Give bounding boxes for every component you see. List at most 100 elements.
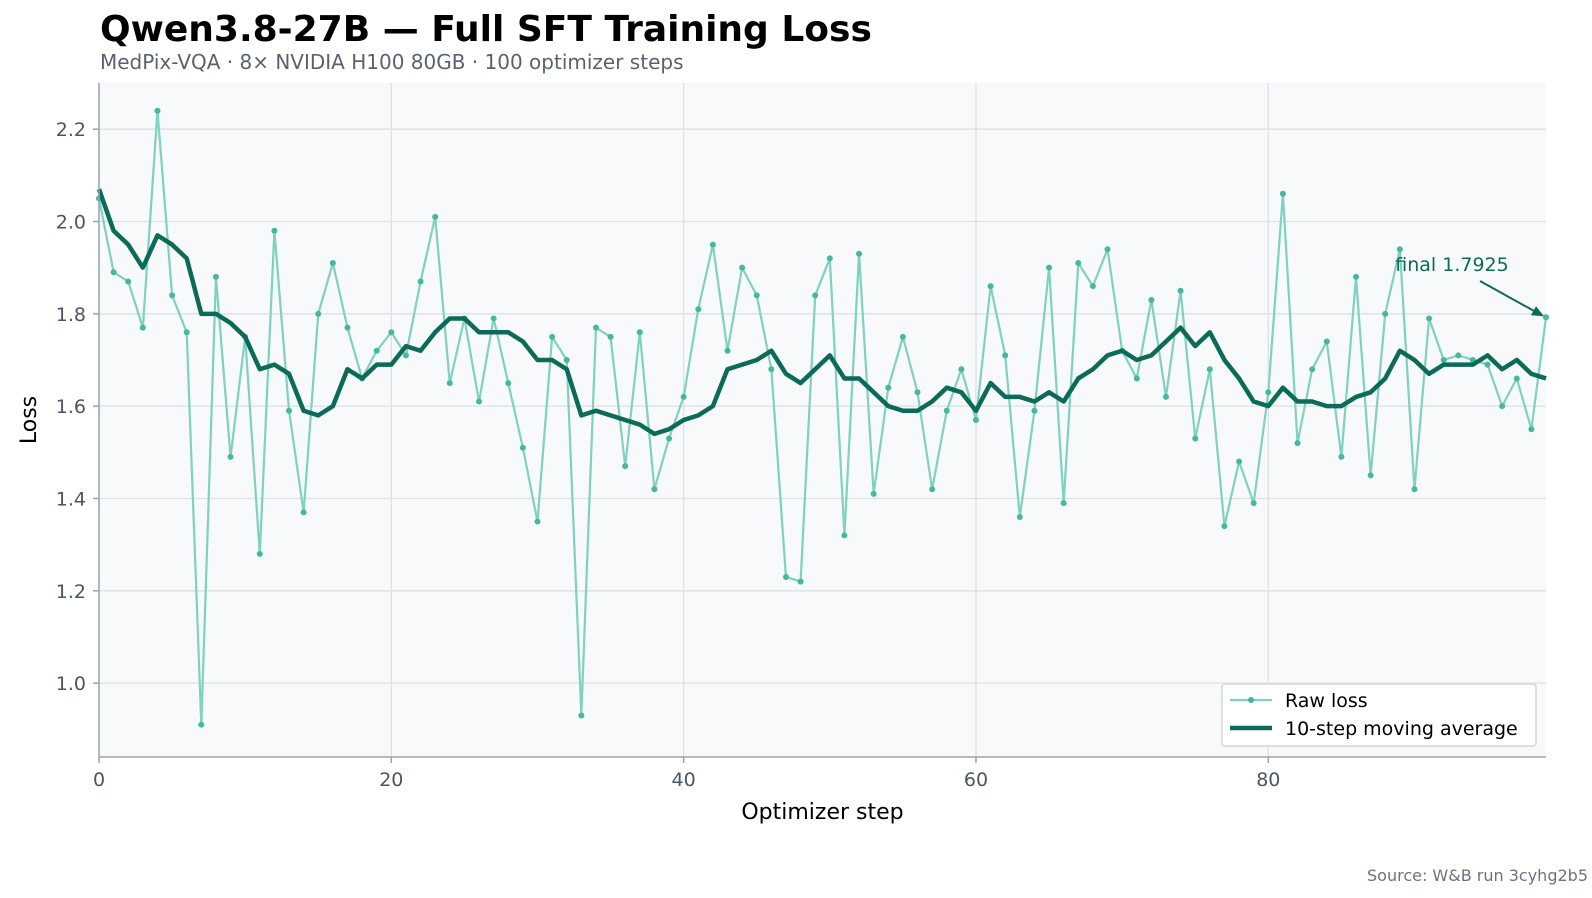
final-annotation: final 1.7925 [1395, 254, 1544, 317]
legend-raw-label: Raw loss [1285, 690, 1368, 712]
raw-loss-point [1338, 453, 1345, 460]
raw-loss-point [505, 380, 512, 387]
raw-loss-point [519, 444, 526, 451]
raw-loss-series [96, 107, 1549, 728]
raw-loss-point [300, 509, 307, 516]
raw-loss-point [125, 278, 132, 285]
raw-loss-point [1528, 426, 1535, 433]
raw-loss-point [183, 329, 190, 336]
y-tick-label: 2.0 [56, 211, 86, 233]
raw-loss-point [1221, 523, 1228, 530]
raw-loss-point [1060, 500, 1067, 507]
raw-loss-point [724, 347, 731, 354]
raw-loss-point [286, 407, 293, 414]
raw-loss-point [592, 324, 599, 331]
raw-loss-point [1075, 260, 1082, 267]
y-tick-label: 1.8 [56, 304, 86, 326]
raw-loss-point [402, 352, 409, 359]
annotation-label: final 1.7925 [1395, 254, 1508, 276]
raw-loss-point [110, 269, 117, 276]
chart-subtitle: MedPix-VQA · 8× NVIDIA H100 80GB · 100 o… [100, 50, 684, 74]
x-tick-label: 60 [964, 769, 988, 791]
raw-loss-point [578, 712, 585, 719]
annotation-arrow-shaft [1479, 280, 1541, 316]
raw-loss-point [1177, 287, 1184, 294]
y-tick-label: 1.2 [56, 581, 86, 603]
raw-loss-point [1367, 472, 1374, 479]
raw-loss-point [388, 329, 395, 336]
raw-loss-line [97, 109, 1548, 726]
raw-loss-point [695, 306, 702, 313]
raw-loss-point [651, 486, 658, 493]
chart-title: Qwen3.8-27B — Full SFT Training Loss [100, 9, 872, 50]
raw-loss-point [885, 384, 892, 391]
raw-loss-point [549, 333, 556, 340]
raw-loss-point [315, 310, 322, 317]
raw-loss-point [1499, 403, 1506, 410]
raw-loss-point [227, 453, 234, 460]
axes [93, 83, 1546, 763]
raw-loss-point [1543, 314, 1549, 321]
x-axis-label: Optimizer step [741, 800, 903, 825]
y-axis-label: Loss [17, 396, 42, 444]
raw-loss-point [446, 380, 453, 387]
raw-loss-point [1513, 375, 1520, 382]
moving-average-line [96, 188, 1547, 437]
raw-loss-point [870, 490, 877, 497]
raw-loss-point [212, 273, 219, 280]
raw-loss-point [1133, 375, 1140, 382]
raw-loss-point [622, 463, 629, 470]
raw-loss-point [534, 518, 541, 525]
raw-loss-point [169, 292, 176, 299]
x-tick-label: 0 [93, 769, 105, 791]
raw-loss-point [812, 292, 819, 299]
raw-loss-point [958, 366, 965, 373]
source-note: Source: W&B run 3cyhg2b5 [1367, 866, 1588, 885]
raw-loss-point [987, 283, 994, 290]
raw-loss-point [1206, 366, 1213, 373]
raw-loss-point [709, 241, 716, 248]
moving-average-series [96, 188, 1547, 437]
raw-loss-point [826, 255, 833, 262]
raw-loss-point [476, 398, 483, 405]
raw-loss-point [1440, 356, 1447, 363]
raw-loss-point [899, 333, 906, 340]
raw-loss-point [666, 435, 673, 442]
raw-loss-point [1396, 246, 1403, 253]
legend: Raw loss 10-step moving average [1221, 683, 1537, 747]
raw-loss-point [1250, 500, 1257, 507]
x-tick-label: 40 [672, 769, 696, 791]
raw-loss-point [490, 315, 497, 322]
raw-loss-point [1294, 440, 1301, 447]
raw-loss-point [782, 573, 789, 580]
raw-loss-point [1352, 273, 1359, 280]
raw-loss-point [943, 407, 950, 414]
raw-loss-point [768, 366, 775, 373]
raw-loss-point [373, 347, 380, 354]
raw-loss-point [198, 721, 205, 728]
raw-loss-point [607, 333, 614, 340]
raw-loss-point [1089, 283, 1096, 290]
raw-loss-point [271, 227, 278, 234]
raw-loss-point [139, 324, 146, 331]
y-tick-label: 1.6 [56, 396, 86, 418]
raw-loss-point [972, 417, 979, 423]
raw-loss-point [1309, 366, 1316, 373]
annotation-arrowhead [1531, 306, 1544, 317]
raw-loss-point [636, 329, 643, 336]
raw-loss-point [1162, 393, 1169, 400]
raw-loss-point [1484, 361, 1491, 368]
raw-loss-point [432, 213, 439, 220]
tick-labels: 1.0 1.2 1.4 1.6 1.8 2.0 2.2 0 20 40 60 80 [56, 119, 1281, 791]
x-tick-label: 80 [1256, 769, 1280, 791]
raw-loss-point [1046, 264, 1053, 271]
raw-loss-point [1148, 296, 1155, 303]
raw-loss-point [680, 393, 687, 400]
raw-loss-point [797, 578, 804, 585]
raw-loss-point [563, 356, 570, 363]
legend-raw-marker [1248, 697, 1254, 703]
y-tick-label: 2.2 [56, 119, 86, 141]
raw-loss-point [1236, 458, 1243, 465]
raw-loss-point [1016, 513, 1023, 520]
